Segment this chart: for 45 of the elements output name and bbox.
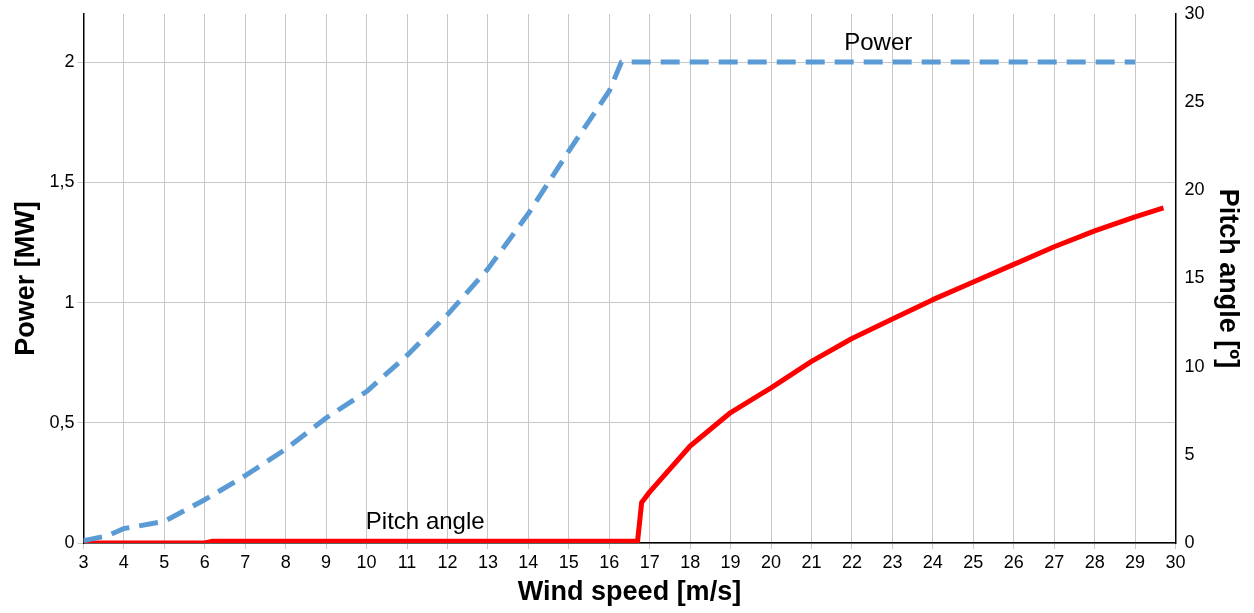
x-tick-label: 15 — [558, 551, 579, 572]
x-tick-label: 16 — [599, 551, 620, 572]
x-tick-label: 28 — [1084, 551, 1105, 572]
x-tick-label: 17 — [639, 551, 660, 572]
x-tick-label: 6 — [199, 551, 210, 572]
x-tick-label: 10 — [356, 551, 377, 572]
y-tick-label: 1,5 — [49, 171, 75, 192]
y2-tick-label: 30 — [1184, 2, 1205, 23]
x-tick-label: 9 — [321, 551, 332, 572]
x-tick-label: 26 — [1003, 551, 1024, 572]
x-tick-label: 14 — [518, 551, 539, 572]
y2-tick-label: 25 — [1184, 91, 1205, 112]
x-tick-label: 24 — [922, 551, 943, 572]
x-tick-label: 27 — [1044, 551, 1065, 572]
y-tick-label: 1 — [64, 291, 75, 312]
series-label: Power — [844, 28, 913, 56]
x-tick-label: 3 — [78, 551, 89, 572]
y-axis-title: Power [MW] — [9, 201, 40, 356]
y2-tick-label: 0 — [1184, 531, 1195, 552]
y2-tick-label: 10 — [1184, 355, 1205, 376]
series-label: Pitch angle — [365, 507, 485, 535]
x-tick-label: 7 — [240, 551, 251, 572]
y-tick-label: 2 — [64, 51, 75, 72]
y2-axis-title: Pitch angle [º] — [1214, 188, 1245, 369]
y-tick-label: 0 — [64, 531, 75, 552]
x-tick-label: 20 — [761, 551, 782, 572]
x-tick-label: 18 — [680, 551, 701, 572]
x-tick-label: 22 — [841, 551, 862, 572]
x-tick-label: 12 — [437, 551, 458, 572]
y2-tick-label: 20 — [1184, 179, 1205, 200]
x-tick-label: 21 — [801, 551, 822, 572]
x-tick-label: 8 — [280, 551, 291, 572]
x-axis-title: Wind speed [m/s] — [517, 576, 742, 607]
x-tick-label: 30 — [1165, 551, 1186, 572]
x-tick-label: 25 — [963, 551, 984, 572]
x-tick-label: 29 — [1125, 551, 1146, 572]
x-tick-label: 5 — [159, 551, 170, 572]
y2-tick-label: 5 — [1184, 443, 1195, 464]
x-tick-label: 11 — [397, 551, 417, 572]
x-tick-label: 19 — [720, 551, 741, 572]
y2-tick-label: 15 — [1184, 267, 1205, 288]
x-tick-label: 23 — [882, 551, 903, 572]
x-tick-label: 4 — [118, 551, 129, 572]
x-tick-label: 13 — [477, 551, 498, 572]
y-tick-label: 0,5 — [49, 411, 75, 432]
